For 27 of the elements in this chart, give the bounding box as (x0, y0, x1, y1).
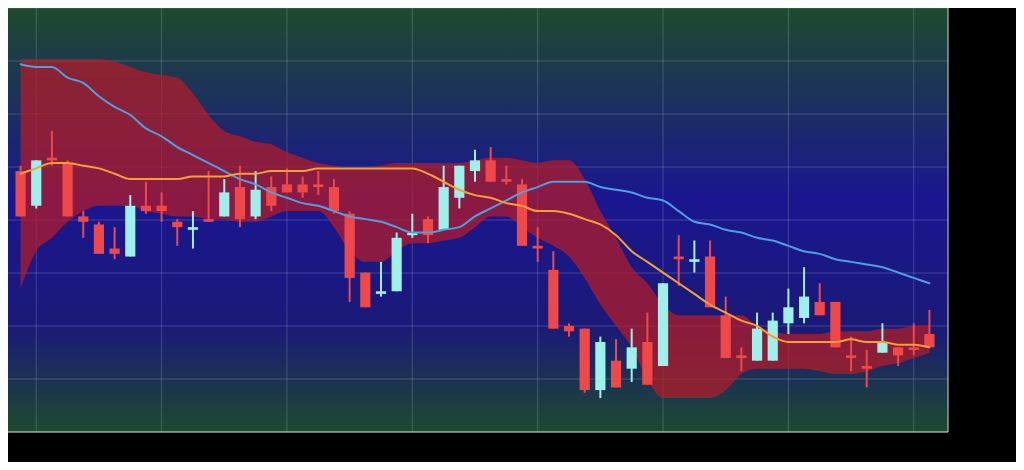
candlestick (877, 322, 888, 354)
candlestick (297, 175, 308, 199)
candlestick (892, 346, 904, 368)
candlestick (203, 170, 214, 223)
candlestick (501, 164, 512, 186)
candlestick (861, 349, 872, 389)
candlestick (281, 167, 293, 194)
candlestick (783, 287, 794, 335)
candlestick (156, 191, 167, 223)
candlestick (626, 327, 637, 384)
candlestick (814, 282, 825, 317)
candlestick (78, 210, 89, 239)
candlestick (908, 322, 919, 357)
candlestick (140, 180, 152, 215)
candlestick (109, 226, 120, 261)
candlestick (485, 146, 496, 183)
candlestick (845, 335, 857, 373)
candlestick (469, 148, 481, 183)
candlestick (313, 170, 324, 197)
candlestick (532, 226, 543, 263)
candlestick (187, 210, 199, 250)
candlestick (375, 260, 387, 298)
candlestick (689, 239, 700, 274)
candlestick (736, 346, 747, 373)
candlestick (172, 218, 183, 247)
candlestick (924, 308, 935, 349)
candlestick (798, 266, 810, 325)
